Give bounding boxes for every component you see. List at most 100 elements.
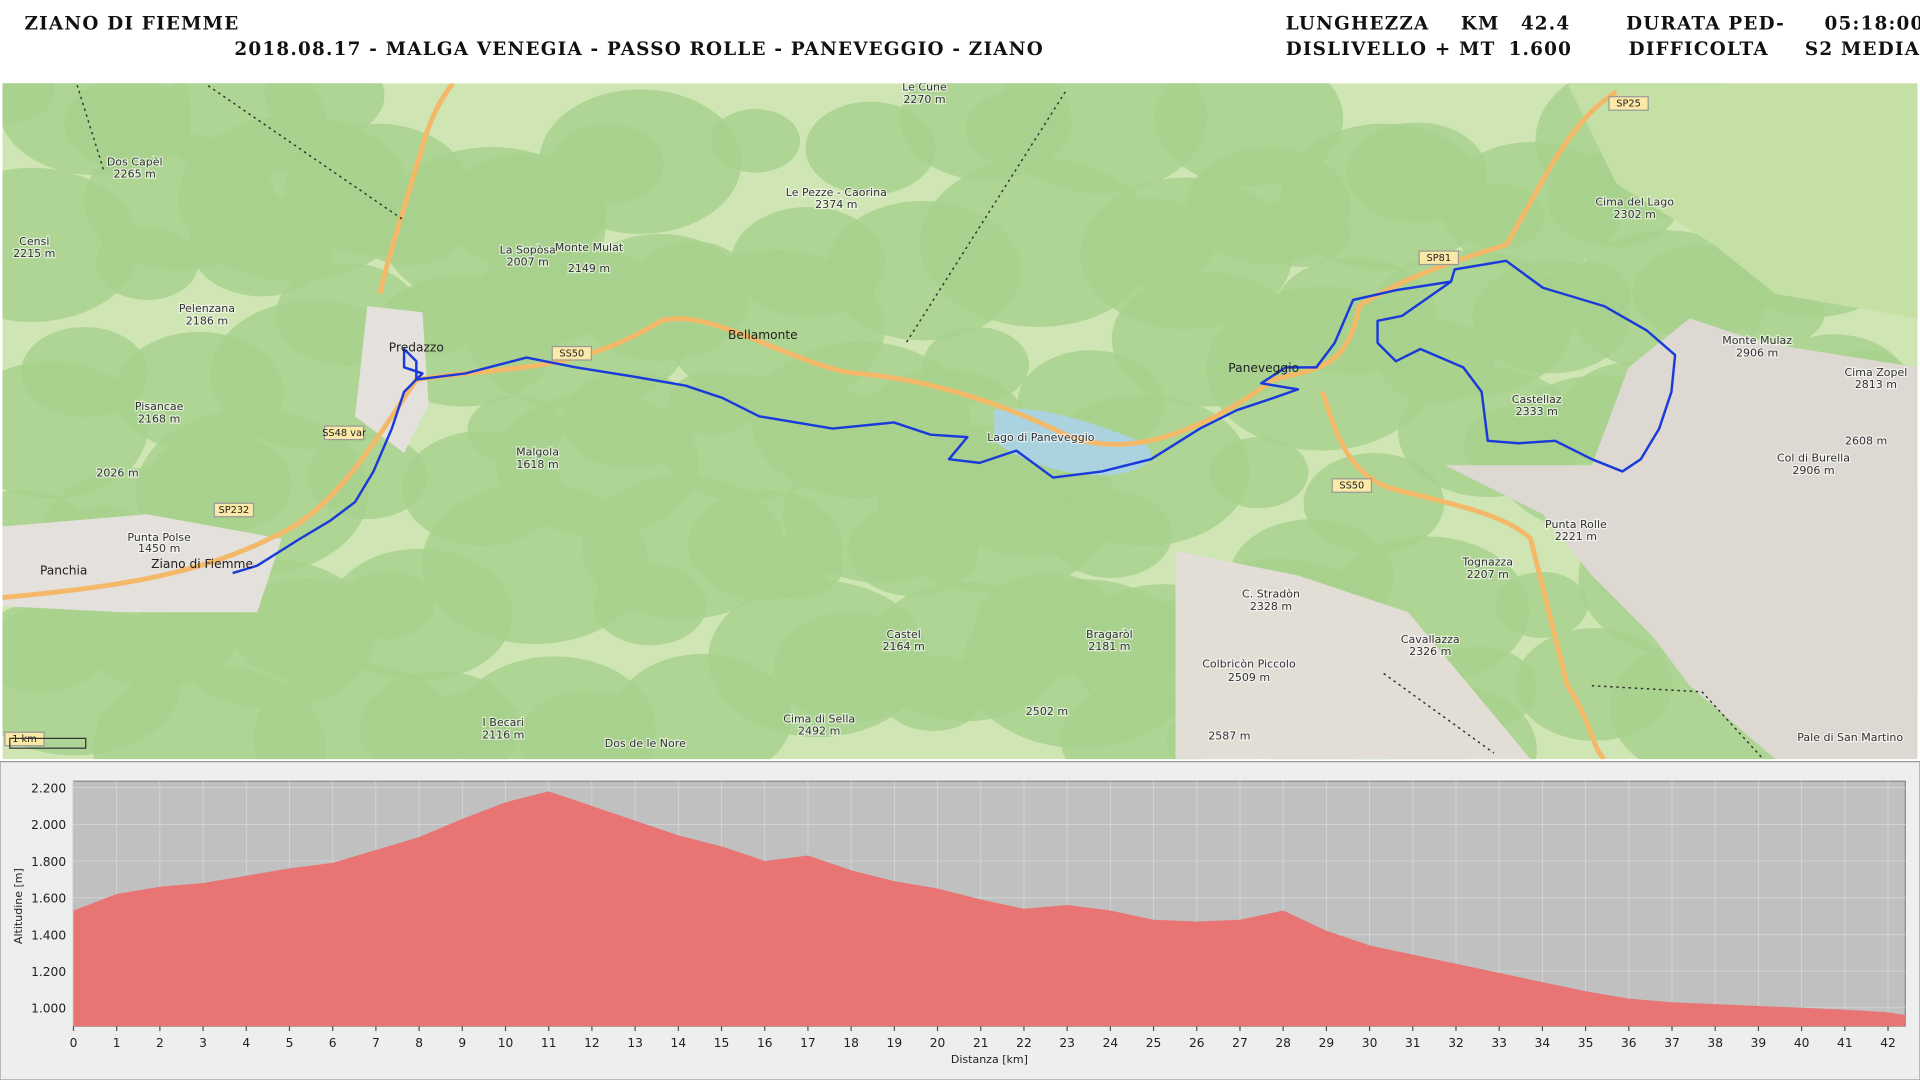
y-tick-label: 1.800 bbox=[31, 855, 66, 869]
peak-label: Monte Mulat bbox=[555, 241, 624, 254]
forest-patch bbox=[920, 157, 1157, 327]
x-tick-label: 15 bbox=[714, 1036, 730, 1050]
y-tick-label: 2.000 bbox=[31, 818, 66, 832]
gain-label: DISLIVELLO + MT bbox=[1286, 39, 1496, 60]
x-tick-label: 32 bbox=[1448, 1036, 1464, 1050]
peak-label: Colbricòn Piccolo bbox=[1202, 657, 1296, 670]
peak-label: 2181 m bbox=[1088, 640, 1130, 653]
peak-label: 2906 m bbox=[1792, 464, 1834, 477]
y-tick-label: 1.600 bbox=[31, 892, 66, 906]
duration-label: DURATA PED- bbox=[1626, 13, 1785, 34]
x-tick-label: 33 bbox=[1491, 1036, 1507, 1050]
peak-label: 2374 m bbox=[815, 198, 857, 211]
peak-label: Le Pezze - Caorina bbox=[786, 186, 887, 199]
elevation-area bbox=[73, 791, 1906, 1027]
forest-patch bbox=[710, 108, 801, 173]
lake bbox=[994, 408, 1152, 476]
forest-patch bbox=[1280, 123, 1487, 271]
peak-label: 2608 m bbox=[1845, 434, 1887, 447]
meadow-high bbox=[1567, 83, 1918, 319]
peak-label: Col di Burella bbox=[1777, 452, 1850, 465]
forest-patch bbox=[338, 570, 435, 640]
x-tick-label: 4 bbox=[242, 1036, 250, 1050]
peak-label: 2333 m bbox=[1516, 405, 1558, 418]
gps-track bbox=[232, 259, 1677, 575]
forest-patch bbox=[879, 655, 987, 732]
forest-patch bbox=[496, 391, 699, 537]
y-tick-label: 1.400 bbox=[31, 928, 66, 942]
x-tick-label: 30 bbox=[1362, 1036, 1378, 1050]
forest-patch bbox=[1209, 437, 1309, 509]
peak-label: Pisancae bbox=[135, 400, 184, 413]
peak-label: Punta Polse bbox=[127, 531, 191, 544]
peak-label: Cima del Lago bbox=[1595, 196, 1674, 209]
x-tick-label: 42 bbox=[1880, 1036, 1896, 1050]
peak-label: Tognazza bbox=[1461, 556, 1513, 569]
forest-patch bbox=[147, 432, 292, 536]
x-tick-label: 38 bbox=[1707, 1036, 1723, 1050]
x-tick-label: 7 bbox=[372, 1036, 380, 1050]
urban bbox=[355, 306, 429, 454]
peak-label: 2221 m bbox=[1555, 530, 1597, 543]
peak-label: Cavallazza bbox=[1401, 633, 1460, 646]
forest-patch bbox=[1378, 319, 1495, 403]
peak-label: Censi bbox=[19, 235, 49, 248]
x-tick-label: 29 bbox=[1319, 1036, 1335, 1050]
x-tick-label: 34 bbox=[1535, 1036, 1551, 1050]
x-tick-label: 27 bbox=[1232, 1036, 1248, 1050]
x-tick-label: 17 bbox=[800, 1036, 816, 1050]
x-tick-label: 39 bbox=[1751, 1036, 1767, 1050]
peak-label: Cima di Sella bbox=[783, 712, 855, 725]
road-label: 1 km bbox=[12, 734, 37, 745]
peak-label: 2186 m bbox=[186, 314, 228, 327]
map: Predazzo Bellamonte Paneveggio Panchia Ziano… bbox=[2, 83, 1918, 760]
route: 2018.08.17 - MALGA VENEGIA - PASSO ROLLE… bbox=[234, 39, 1044, 60]
town-label: Panchia bbox=[40, 563, 87, 577]
duration: 05:18:00 bbox=[1824, 13, 1920, 34]
x-tick-label: 1 bbox=[113, 1036, 121, 1050]
forest-patch bbox=[994, 83, 1208, 194]
x-tick-label: 13 bbox=[627, 1036, 643, 1050]
peak-label: 2270 m bbox=[903, 93, 945, 106]
x-tick-label: 40 bbox=[1794, 1036, 1810, 1050]
difficulty: S2 MEDIA bbox=[1805, 39, 1920, 60]
road-shield bbox=[1331, 478, 1373, 493]
forest-patch bbox=[264, 83, 385, 139]
road-label: SS50 bbox=[1339, 481, 1364, 492]
rock-area bbox=[1175, 551, 1531, 760]
x-tick-label: 19 bbox=[887, 1036, 903, 1050]
y-tick-label: 2.200 bbox=[31, 782, 66, 796]
x-tick-label: 2 bbox=[156, 1036, 164, 1050]
forest-patch bbox=[379, 146, 606, 309]
forest-patch bbox=[2, 83, 191, 176]
peak-label: Pale di San Martino bbox=[1797, 731, 1903, 744]
road-shield bbox=[323, 425, 365, 441]
peak-label: 2116 m bbox=[482, 728, 524, 741]
peak-label: 2026 m bbox=[96, 466, 138, 479]
peak-label: Lago di Paneveggio bbox=[987, 431, 1095, 444]
town-label: Bellamonte bbox=[728, 328, 798, 342]
forest-patch bbox=[762, 388, 893, 482]
x-tick-label: 0 bbox=[70, 1036, 78, 1050]
x-tick-label: 22 bbox=[1016, 1036, 1032, 1050]
peak-label: 2813 m bbox=[1855, 378, 1897, 391]
peak-label: 2007 m bbox=[507, 256, 549, 269]
x-tick-label: 21 bbox=[973, 1036, 989, 1050]
peak-label: Cima Zopel bbox=[1844, 366, 1907, 379]
peak-label: 2906 m bbox=[1736, 346, 1778, 359]
x-tick-label: 16 bbox=[757, 1036, 773, 1050]
peak-label: 2502 m bbox=[1026, 705, 1068, 718]
y-tick-label: 1.000 bbox=[31, 1002, 66, 1016]
road-label: SP232 bbox=[218, 505, 249, 516]
title: ZIANO DI FIEMME bbox=[24, 13, 239, 34]
peak-label: La Sopòsa bbox=[500, 243, 556, 256]
elevation-profile: Altitudine [m] Distanza [km] 1.000 1.200 1… bbox=[12, 780, 1906, 1066]
x-tick-label: 31 bbox=[1405, 1036, 1421, 1050]
peak-label: Dos Capèl bbox=[107, 155, 163, 168]
road-shield bbox=[551, 345, 593, 361]
peak-label: I Becari bbox=[483, 716, 524, 729]
peak-label: 2265 m bbox=[114, 168, 156, 181]
map-canvas: Predazzo Bellamonte Paneveggio Panchia Ziano… bbox=[2, 83, 1918, 760]
x-tick-label: 28 bbox=[1275, 1036, 1291, 1050]
